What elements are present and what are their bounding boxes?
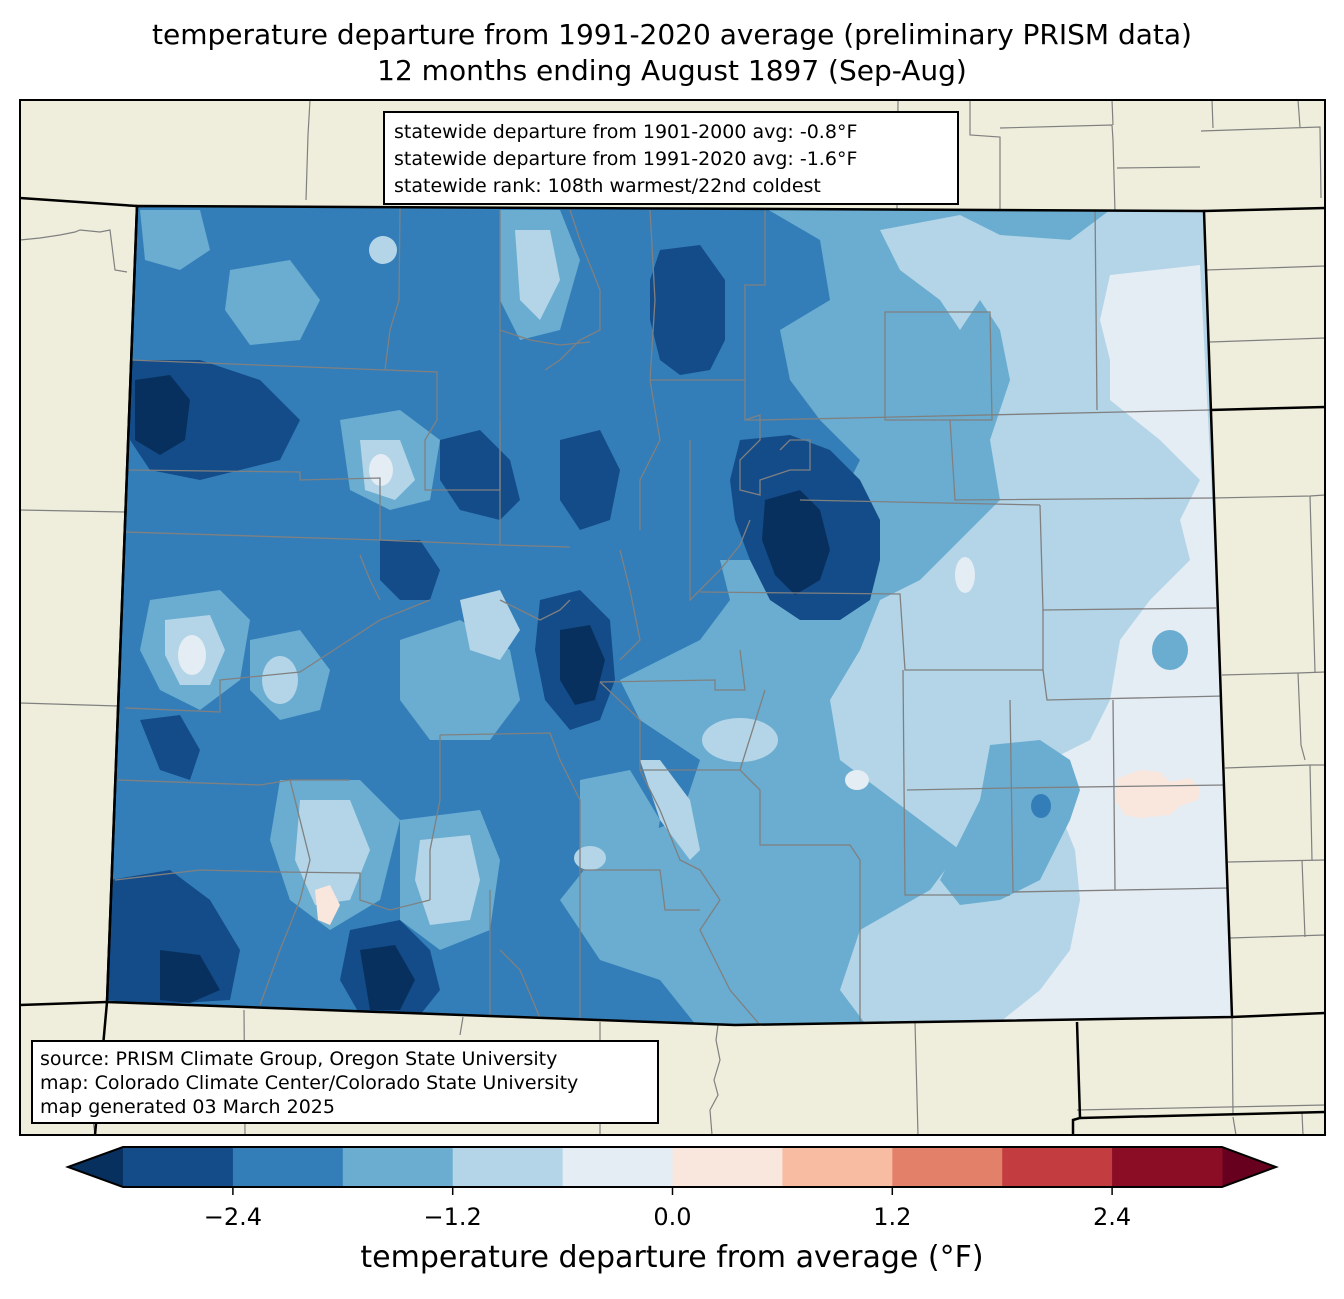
- map-credit-line: map: Colorado Climate Center/Colorado St…: [40, 1072, 579, 1094]
- contour-plains-light-blob: [702, 718, 778, 762]
- colorbar-bin-6: [782, 1147, 893, 1187]
- colorbar-bin-0: [123, 1147, 234, 1187]
- colorbar-outline: [65, 1146, 1279, 1188]
- source-box: source: PRISM Climate Group, Oregon Stat…: [31, 1040, 659, 1124]
- stat-departure-1991-2020: statewide departure from 1991-2020 avg: …: [394, 148, 858, 170]
- colorbar-bin-1: [232, 1147, 344, 1187]
- stat-rank: statewide rank: 108th warmest/22nd colde…: [394, 175, 821, 197]
- colorbar-tick-label: 2.4: [1093, 1203, 1132, 1231]
- contour-light-westslope: [225, 260, 320, 345]
- contour-southeast-blob: [1031, 794, 1051, 818]
- contour-light-blob-south: [574, 846, 606, 870]
- colorbar-bin-5: [672, 1147, 783, 1187]
- colorbar-under-arrow: [68, 1147, 123, 1187]
- colorado-county-lines: [114, 206, 1231, 1025]
- contour-lighter-sanluis: [415, 835, 480, 925]
- contour-dark-north: [650, 245, 725, 375]
- colorbar-bin-8: [1002, 1147, 1113, 1187]
- contour-east-blob: [1152, 630, 1188, 670]
- colorbar-bin-3: [452, 1147, 564, 1187]
- statewide-stats-box: statewide departure from 1901-2000 avg: …: [383, 111, 959, 205]
- map-title-line1: temperature departure from 1991-2020 ave…: [152, 18, 1192, 51]
- contour-east-light-blob: [955, 557, 975, 593]
- colorbar-bin-9: [1112, 1147, 1223, 1187]
- contour-lighter-southwestmtn: [262, 656, 298, 704]
- contour-dark-west2: [380, 540, 440, 600]
- contour-darkest-central: [560, 625, 605, 705]
- generated-date-line: map generated 03 March 2025: [40, 1096, 335, 1118]
- contour-lighter-northridge: [515, 230, 560, 320]
- contour-bin-0.0-to-0.6-patch: [1115, 770, 1200, 818]
- contour-light-blob-north: [369, 236, 397, 264]
- colorbar: [65, 1146, 1279, 1195]
- map-title-line2: 12 months ending August 1897 (Sep-Aug): [377, 54, 967, 87]
- map-frame: [19, 99, 1326, 1136]
- contour-lighter-sanjuan: [295, 800, 370, 905]
- contour-dark-westcentral: [140, 715, 200, 780]
- contour-bin-minus0.6-to-0.0: [990, 265, 1232, 1025]
- colorbar-bin-2: [342, 1147, 454, 1187]
- contour-dark-north3: [560, 430, 620, 530]
- colorbar-over-arrow: [1222, 1147, 1276, 1187]
- colorbar-tick-label: −1.2: [423, 1203, 482, 1231]
- temperature-contours: [107, 206, 1232, 1025]
- colorbar-bin-7: [892, 1147, 1003, 1187]
- contour-lightest-flattops: [369, 454, 393, 486]
- contour-plains-blob2: [845, 770, 869, 790]
- contour-light-westnorth: [140, 210, 210, 270]
- source-line: source: PRISM Climate Group, Oregon Stat…: [40, 1048, 558, 1070]
- contour-warm-patch-sanjuan: [315, 885, 340, 925]
- contour-lightest-westplateau: [178, 635, 206, 675]
- contour-southeast-dark-patch: [940, 740, 1080, 905]
- contour-light-sawatch: [460, 590, 520, 660]
- contour-below-minus3.0-front-range: [762, 490, 830, 595]
- colorbar-tick-label: 0.0: [653, 1203, 692, 1231]
- contour-light-arkansas: [640, 760, 700, 860]
- stat-departure-1901-2000: statewide departure from 1901-2000 avg: …: [394, 121, 858, 143]
- contour-darkest-southwest: [160, 950, 220, 1003]
- colorbar-tick-label: 1.2: [873, 1203, 912, 1231]
- colorbar-bin-4: [562, 1147, 673, 1187]
- colorbar-tick-label: −2.4: [203, 1203, 263, 1231]
- contour-darkest-south: [360, 945, 415, 1010]
- contour-darkest-northwest: [135, 375, 190, 455]
- colorbar-label: temperature departure from average (°F): [360, 1240, 984, 1275]
